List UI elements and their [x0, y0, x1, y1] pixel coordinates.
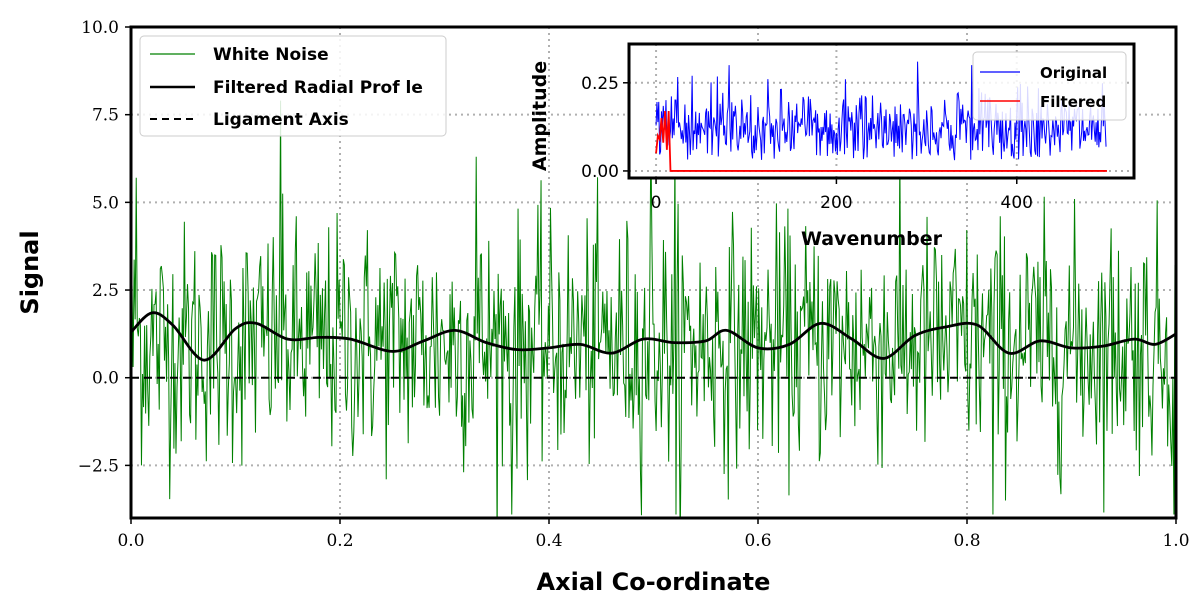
- main-x-tick-label: 0.8: [953, 531, 980, 551]
- inset-series-original: [655, 61, 1107, 161]
- inset-x-axis-label: Wavenumber: [801, 228, 943, 250]
- main-y-tick-label: 2.5: [92, 281, 119, 301]
- inset-x-tick-label: 400: [1001, 193, 1033, 213]
- legend-label-ligament-axis: Ligament Axis: [213, 110, 349, 130]
- inset-plot-area: [655, 61, 1107, 172]
- main-x-tick-label: 0.6: [744, 531, 771, 551]
- main-x-tick-label: 0.2: [326, 531, 353, 551]
- main-x-tick-label: 0.4: [535, 531, 562, 551]
- y-axis-label: Signal: [16, 230, 44, 314]
- main-x-tick-label: 1.0: [1162, 531, 1189, 551]
- inset-legend: Original Filtered: [972, 51, 1127, 121]
- inset-x-ticks: 0 200 400: [651, 178, 1033, 213]
- legend-label-filtered-profile: Filtered Radial Prof le: [213, 78, 423, 98]
- inset-y-ticks: 0.00 0.25: [581, 74, 629, 182]
- inset-legend-label-filtered: Filtered: [1040, 93, 1106, 111]
- main-plot-area: [131, 100, 1176, 518]
- inset-series-filtered: [655, 110, 1107, 172]
- main-y-ticks: −2.5 0.0 2.5 5.0 7.5 10.0: [78, 18, 131, 476]
- main-y-tick-label: −2.5: [78, 456, 119, 476]
- inset-y-axis-label: Amplitude: [529, 61, 551, 171]
- main-x-tick-label: 0.0: [117, 531, 144, 551]
- inset-legend-box: [972, 51, 1127, 121]
- main-y-tick-label: 0.0: [92, 369, 119, 389]
- main-legend-box: [139, 35, 447, 137]
- inset-chart: 0 200 400 0.00 0.25 Wavenumber Amplitude Or…: [529, 42, 1136, 250]
- series-white-noise: [131, 100, 1176, 518]
- main-y-tick-label: 7.5: [92, 106, 119, 126]
- inset-axes-frame: [627, 42, 1136, 180]
- main-y-tick-label: 10.0: [81, 18, 119, 38]
- x-axis-label: Axial Co-ordinate: [537, 568, 771, 596]
- main-legend: White Noise Filtered Radial Prof le Liga…: [139, 35, 447, 137]
- inset-x-tick-label: 0: [651, 193, 662, 213]
- inset-x-tick-label: 200: [820, 193, 852, 213]
- inset-y-tick-label: 0.25: [581, 74, 619, 94]
- main-x-ticks: 0.0 0.2 0.4 0.6 0.8 1.0: [117, 518, 1190, 551]
- series-filtered-profile: [131, 311, 1176, 362]
- legend-label-white-noise: White Noise: [213, 45, 329, 65]
- main-y-tick-label: 5.0: [92, 193, 119, 213]
- inset-legend-label-original: Original: [1040, 64, 1107, 82]
- main-axes-frame: [129, 25, 1178, 520]
- inset-y-tick-label: 0.00: [581, 162, 619, 182]
